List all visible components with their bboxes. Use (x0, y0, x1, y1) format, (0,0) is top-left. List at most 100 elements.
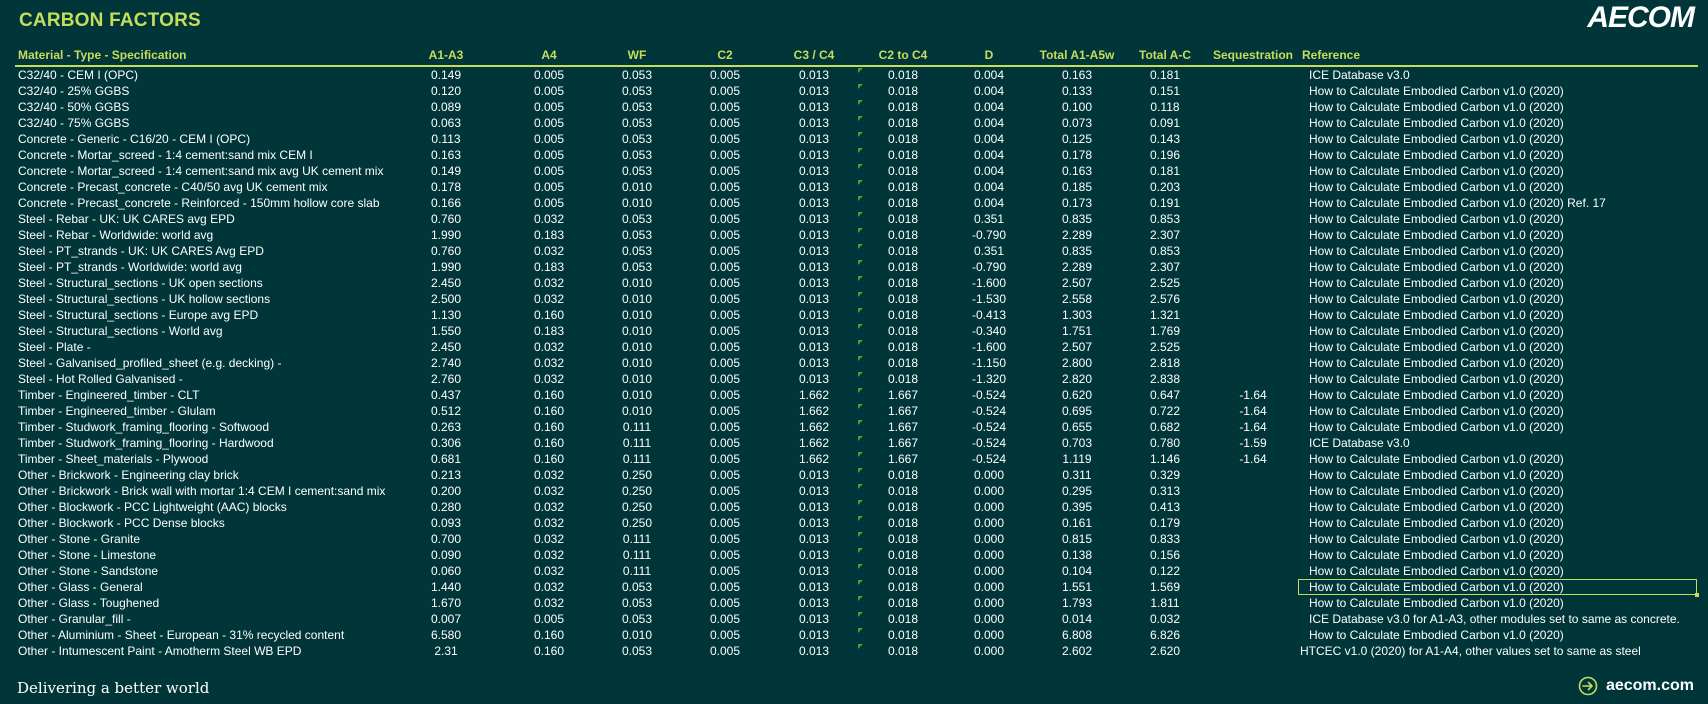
c2-cell[interactable]: 0.005 (709, 420, 741, 434)
c2toc4-cell[interactable]: 0.018 (887, 116, 919, 130)
reference-cell[interactable]: How to Calculate Embodied Carbon v1.0 (2… (1309, 500, 1564, 514)
material-cell[interactable]: Concrete - Precast_concrete - Reinforced… (18, 196, 380, 210)
c3c4-cell[interactable]: 0.013 (798, 372, 830, 386)
reference-cell[interactable]: How to Calculate Embodied Carbon v1.0 (2… (1309, 244, 1564, 258)
total-a1a5w-cell[interactable]: 1.551 (1061, 580, 1093, 594)
a4-cell[interactable]: 0.032 (533, 516, 565, 530)
a1a3-cell[interactable]: 1.550 (430, 324, 462, 338)
a1a3-cell[interactable]: 0.760 (430, 244, 462, 258)
header-c2toc4[interactable]: C2 to C4 (878, 48, 928, 62)
c2-cell[interactable]: 0.005 (709, 100, 741, 114)
reference-cell[interactable]: How to Calculate Embodied Carbon v1.0 (2… (1309, 484, 1564, 498)
table-row[interactable]: Other - Glass - General 1.440 0.032 0.053 0.… (0, 579, 1708, 597)
c3c4-cell[interactable]: 0.013 (798, 340, 830, 354)
total-ac-cell[interactable]: 0.682 (1149, 420, 1181, 434)
c2-cell[interactable]: 0.005 (709, 132, 741, 146)
table-row[interactable]: Other - Brickwork - Brick wall with mort… (0, 483, 1708, 499)
c3c4-cell[interactable]: 0.013 (798, 116, 830, 130)
reference-cell[interactable]: ICE Database v3.0 (1309, 436, 1410, 450)
material-cell[interactable]: Steel - Structural_sections - World avg (18, 324, 223, 338)
c2-cell[interactable]: 0.005 (709, 276, 741, 290)
total-ac-cell[interactable]: 0.143 (1149, 132, 1181, 146)
d-cell[interactable]: -0.524 (971, 388, 1007, 402)
c3c4-cell[interactable]: 0.013 (798, 484, 830, 498)
reference-cell[interactable]: How to Calculate Embodied Carbon v1.0 (2… (1309, 468, 1564, 482)
material-cell[interactable]: Other - Brickwork - Engineering clay bri… (18, 468, 239, 482)
a1a3-cell[interactable]: 0.306 (430, 436, 462, 450)
total-ac-cell[interactable]: 0.196 (1149, 148, 1181, 162)
d-cell[interactable]: 0.004 (973, 196, 1005, 210)
header-total-a1a5w[interactable]: Total A1-A5w (1039, 48, 1115, 62)
total-a1a5w-cell[interactable]: 0.014 (1061, 612, 1093, 626)
c2-cell[interactable]: 0.005 (709, 484, 741, 498)
wf-cell[interactable]: 0.250 (621, 516, 653, 530)
table-row[interactable]: Other - Stone - Sandstone 0.060 0.032 0.111… (0, 563, 1708, 579)
total-ac-cell[interactable]: 2.307 (1149, 228, 1181, 242)
table-row[interactable]: Timber - Engineered_timber - CLT 0.437 0.1… (0, 387, 1708, 403)
material-cell[interactable]: Other - Brickwork - Brick wall with mort… (18, 484, 386, 498)
total-a1a5w-cell[interactable]: 1.303 (1061, 308, 1093, 322)
c2-cell[interactable]: 0.005 (709, 84, 741, 98)
table-row[interactable]: C32/40 - 25% GGBS 0.120 0.005 0.053 0.005 0.0… (0, 83, 1708, 99)
a1a3-cell[interactable]: 1.990 (430, 228, 462, 242)
total-ac-cell[interactable]: 0.853 (1149, 212, 1181, 226)
c3c4-cell[interactable]: 0.013 (798, 244, 830, 258)
material-cell[interactable]: Steel - Structural_sections - UK open se… (18, 276, 263, 290)
c2-cell[interactable]: 0.005 (709, 164, 741, 178)
total-a1a5w-cell[interactable]: 0.073 (1061, 116, 1093, 130)
material-cell[interactable]: Steel - Structural_sections - Europe avg… (18, 308, 259, 322)
c2-cell[interactable]: 0.005 (709, 452, 741, 466)
header-reference[interactable]: Reference (1302, 48, 1361, 62)
total-ac-cell[interactable]: 0.647 (1149, 388, 1181, 402)
total-ac-cell[interactable]: 0.118 (1150, 100, 1180, 114)
c2toc4-cell[interactable]: 0.018 (887, 644, 919, 658)
c3c4-cell[interactable]: 0.013 (798, 196, 830, 210)
wf-cell[interactable]: 0.053 (621, 68, 653, 82)
header-c2[interactable]: C2 (717, 48, 733, 62)
wf-cell[interactable]: 0.010 (621, 372, 653, 386)
table-row[interactable]: Concrete - Generic - C16/20 - CEM I (OPC… (0, 131, 1708, 147)
table-row[interactable]: Steel - Structural_sections - Europe avg… (0, 307, 1708, 323)
total-ac-cell[interactable]: 1.321 (1149, 308, 1181, 322)
c3c4-cell[interactable]: 0.013 (798, 644, 830, 658)
material-cell[interactable]: Steel - Plate - (18, 340, 91, 354)
c2toc4-cell[interactable]: 0.018 (887, 596, 919, 610)
material-cell[interactable]: C32/40 - 75% GGBS (18, 116, 130, 130)
material-cell[interactable]: Steel - Rebar - Worldwide: world avg (18, 228, 214, 242)
d-cell[interactable]: 0.004 (973, 148, 1005, 162)
reference-cell[interactable]: ICE Database v3.0 for A1-A3, other modul… (1309, 612, 1680, 626)
table-row[interactable]: Concrete - Precast_concrete - Reinforced… (0, 195, 1708, 211)
total-ac-cell[interactable]: 0.313 (1149, 484, 1181, 498)
a4-cell[interactable]: 0.005 (533, 100, 565, 114)
total-ac-cell[interactable]: 1.569 (1149, 580, 1181, 594)
c2toc4-cell[interactable]: 0.018 (887, 500, 919, 514)
c2toc4-cell[interactable]: 0.018 (887, 164, 919, 178)
c2-cell[interactable]: 0.005 (709, 468, 741, 482)
wf-cell[interactable]: 0.111 (622, 532, 652, 546)
sequestration-cell[interactable]: -1.59 (1239, 436, 1267, 450)
total-a1a5w-cell[interactable]: 0.695 (1061, 404, 1093, 418)
material-cell[interactable]: C32/40 - 50% GGBS (18, 100, 130, 114)
total-ac-cell[interactable]: 2.307 (1149, 260, 1181, 274)
c2-cell[interactable]: 0.005 (709, 308, 741, 322)
d-cell[interactable]: 0.000 (973, 548, 1005, 562)
table-row[interactable]: Other - Intumescent Paint - Amotherm Ste… (0, 643, 1708, 659)
a4-cell[interactable]: 0.005 (533, 84, 565, 98)
a4-cell[interactable]: 0.005 (533, 180, 565, 194)
total-ac-cell[interactable]: 0.181 (1149, 164, 1181, 178)
a1a3-cell[interactable]: 0.263 (430, 420, 462, 434)
wf-cell[interactable]: 0.053 (621, 244, 653, 258)
a1a3-cell[interactable]: 2.760 (430, 372, 462, 386)
c2toc4-cell[interactable]: 0.018 (887, 68, 919, 82)
sequestration-cell[interactable]: -1.64 (1239, 420, 1267, 434)
a4-cell[interactable]: 0.160 (533, 420, 565, 434)
a1a3-cell[interactable]: 0.063 (430, 116, 462, 130)
a1a3-cell[interactable]: 0.700 (430, 532, 462, 546)
a4-cell[interactable]: 0.160 (533, 628, 565, 642)
a4-cell[interactable]: 0.032 (533, 580, 565, 594)
reference-cell[interactable]: How to Calculate Embodied Carbon v1.0 (2… (1309, 84, 1564, 98)
c2toc4-cell[interactable]: 0.018 (887, 100, 919, 114)
total-ac-cell[interactable]: 0.179 (1149, 516, 1181, 530)
reference-cell[interactable]: How to Calculate Embodied Carbon v1.0 (2… (1309, 212, 1564, 226)
material-cell[interactable]: Concrete - Mortar_screed - 1:4 cement:sa… (18, 148, 313, 162)
